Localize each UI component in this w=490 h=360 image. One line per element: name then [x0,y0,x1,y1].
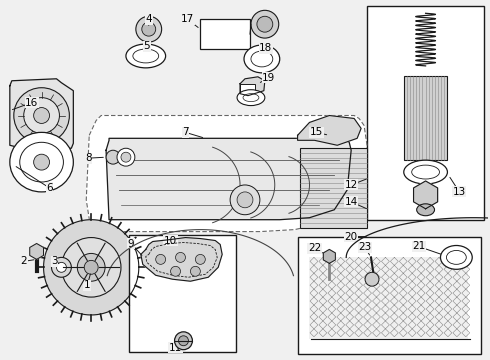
Ellipse shape [446,251,466,264]
Circle shape [77,253,105,281]
Ellipse shape [441,246,472,269]
Text: 20: 20 [344,231,358,242]
Circle shape [257,16,273,32]
Circle shape [230,185,260,215]
Circle shape [34,154,49,170]
Text: 8: 8 [85,153,92,163]
Polygon shape [323,249,335,264]
Text: 12: 12 [344,180,358,190]
Text: 15: 15 [310,127,323,138]
Circle shape [117,148,135,166]
Circle shape [56,262,66,272]
Circle shape [121,152,131,162]
Circle shape [174,332,193,350]
Ellipse shape [126,44,166,68]
Polygon shape [10,79,74,150]
Polygon shape [240,77,265,96]
Text: 19: 19 [262,73,275,83]
Polygon shape [44,220,139,315]
Text: 16: 16 [25,98,38,108]
Circle shape [191,266,200,276]
Text: 10: 10 [164,235,177,246]
Text: 17: 17 [181,14,194,24]
Circle shape [237,192,253,208]
Circle shape [34,108,49,123]
Text: 13: 13 [453,187,466,197]
Bar [404,76,447,160]
Text: 6: 6 [46,183,53,193]
Ellipse shape [244,45,280,73]
Circle shape [51,257,72,277]
Text: 1: 1 [84,280,91,290]
Ellipse shape [404,160,447,184]
Ellipse shape [412,165,440,179]
Circle shape [24,98,59,133]
Polygon shape [30,243,44,260]
Text: 3: 3 [51,256,58,266]
Text: 21: 21 [412,242,425,252]
Circle shape [156,255,166,264]
Ellipse shape [10,132,74,192]
Polygon shape [414,181,438,209]
Text: 22: 22 [308,243,321,253]
Circle shape [196,255,205,264]
Ellipse shape [237,90,265,105]
Text: 9: 9 [127,239,134,248]
Bar [299,148,367,228]
Circle shape [84,260,98,274]
Ellipse shape [251,51,273,67]
Circle shape [142,22,156,36]
Circle shape [178,336,189,346]
Polygon shape [86,116,367,231]
Circle shape [365,272,379,286]
Text: 18: 18 [259,43,272,53]
Bar [297,237,481,354]
Text: 23: 23 [359,243,372,252]
Text: 14: 14 [344,197,358,207]
Polygon shape [297,116,361,145]
Bar [129,235,236,352]
Circle shape [136,16,162,42]
Circle shape [251,10,279,38]
Bar [240,84,255,92]
Ellipse shape [416,204,435,216]
Text: 11: 11 [169,343,182,353]
Ellipse shape [20,142,63,182]
Ellipse shape [243,94,259,102]
Bar [367,6,484,220]
Text: 7: 7 [182,127,189,138]
Circle shape [171,266,180,276]
Circle shape [14,88,70,143]
Bar [200,19,250,49]
Text: 4: 4 [146,14,152,24]
Circle shape [106,150,120,164]
Ellipse shape [133,49,159,63]
Bar [310,257,468,339]
Polygon shape [106,138,351,220]
Circle shape [61,238,121,297]
Text: 5: 5 [144,41,150,51]
Text: 2: 2 [21,256,27,266]
Circle shape [175,252,185,262]
Polygon shape [141,238,222,281]
